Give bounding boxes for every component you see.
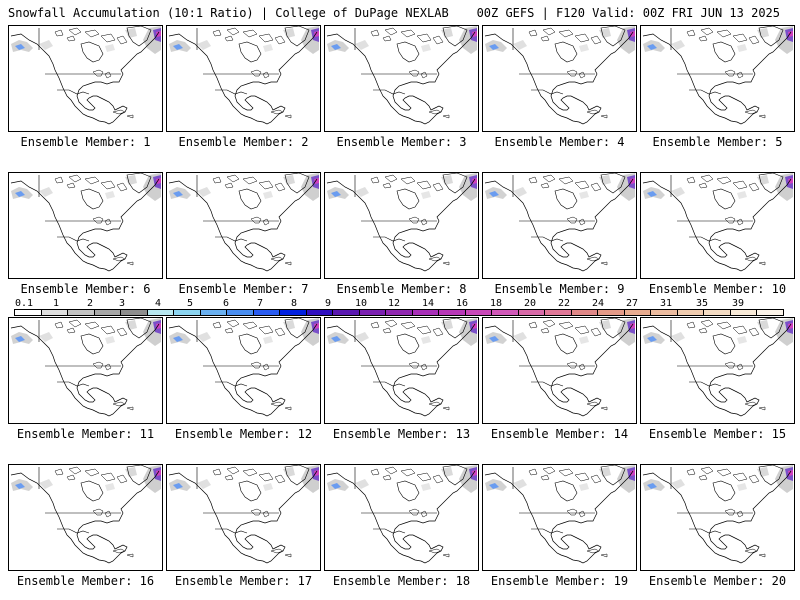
- colorbar-tick-label: 18: [489, 298, 503, 309]
- colorbar-swatch: [518, 310, 546, 315]
- colorbar-swatch: [15, 310, 42, 315]
- north-america-map: [640, 317, 795, 424]
- ensemble-member-label: Ensemble Member: 13: [332, 427, 471, 441]
- ensemble-member-label: Ensemble Member: 19: [490, 574, 629, 588]
- snowfall-colorbar: 0.1 1 2 3 4 5 6 7 8 9 10 12 14 16 18 20 22 24 27 31 35 39: [14, 298, 784, 318]
- ensemble-member-label: Ensemble Member: 6: [20, 282, 151, 296]
- ensemble-member-label: Ensemble Member: 5: [652, 135, 783, 149]
- ensemble-member-label: Ensemble Member: 11: [16, 427, 155, 441]
- colorbar-swatch: [412, 310, 440, 315]
- colorbar-swatch: [253, 310, 281, 315]
- map-title: Snowfall Accumulation (10:1 Ratio) | Col…: [8, 6, 449, 20]
- north-america-map: [166, 317, 321, 424]
- colorbar-swatch: [200, 310, 228, 315]
- north-america-map: [482, 25, 637, 132]
- colorbar-tick-label: 14: [421, 298, 435, 309]
- ensemble-member-label: Ensemble Member: 18: [332, 574, 471, 588]
- north-america-map: [8, 464, 163, 571]
- colorbar-tick-label: 39: [731, 298, 745, 309]
- colorbar-tick-label: 12: [387, 298, 401, 309]
- north-america-map: [166, 25, 321, 132]
- colorbar-tick-label: 9: [324, 298, 332, 309]
- colorbar-swatch: [492, 310, 519, 315]
- colorbar-swatch: [386, 310, 413, 315]
- colorbar-tick-label: 3: [118, 298, 126, 309]
- colorbar-tick-label: 24: [591, 298, 605, 309]
- north-america-map: [482, 464, 637, 571]
- north-america-map: [8, 172, 163, 279]
- north-america-map: [640, 25, 795, 132]
- ensemble-member-label: Ensemble Member: 9: [494, 282, 625, 296]
- colorbar-tick-label: 6: [222, 298, 230, 309]
- north-america-map: [482, 172, 637, 279]
- colorbar-tick-label: 27: [625, 298, 639, 309]
- colorbar-swatch: [41, 310, 69, 315]
- ensemble-member-label: Ensemble Member: 16: [16, 574, 155, 588]
- ensemble-member-label: Ensemble Member: 12: [174, 427, 313, 441]
- colorbar-tick-label: 8: [290, 298, 298, 309]
- ensemble-member-label: Ensemble Member: 2: [178, 135, 309, 149]
- north-america-map: [482, 317, 637, 424]
- colorbar-swatch: [651, 310, 678, 315]
- colorbar-tick-label: 16: [455, 298, 469, 309]
- north-america-map: [640, 464, 795, 571]
- colorbar-tick-label: 22: [557, 298, 571, 309]
- colorbar-tick-label: 35: [695, 298, 709, 309]
- colorbar-swatch: [439, 310, 466, 315]
- ensemble-member-label: Ensemble Member: 17: [174, 574, 313, 588]
- colorbar-swatch: [704, 310, 731, 315]
- ensemble-member-label: Ensemble Member: 20: [648, 574, 787, 588]
- ensemble-member-label: Ensemble Member: 7: [178, 282, 309, 296]
- colorbar-swatch: [306, 310, 334, 315]
- colorbar-swatch: [571, 310, 599, 315]
- colorbar-tick-label: 5: [186, 298, 194, 309]
- north-america-map: [166, 464, 321, 571]
- colorbar-swatch: [280, 310, 307, 315]
- colorbar-swatch: [465, 310, 493, 315]
- colorbar-tick-label: 1: [52, 298, 60, 309]
- colorbar-swatch: [677, 310, 705, 315]
- north-america-map: [324, 317, 479, 424]
- ensemble-member-label: Ensemble Member: 4: [494, 135, 625, 149]
- colorbar-tick-label: 0.1: [14, 298, 34, 309]
- north-america-map: [8, 25, 163, 132]
- colorbar-tick-label: 2: [86, 298, 94, 309]
- colorbar-tick-label: 31: [659, 298, 673, 309]
- colorbar-swatch: [333, 310, 360, 315]
- colorbar-tick-label: 10: [354, 298, 368, 309]
- ensemble-member-label: Ensemble Member: 10: [648, 282, 787, 296]
- north-america-map: [324, 172, 479, 279]
- colorbar-swatch: [598, 310, 625, 315]
- colorbar-swatch: [121, 310, 148, 315]
- ensemble-member-label: Ensemble Member: 3: [336, 135, 467, 149]
- north-america-map: [324, 464, 479, 571]
- colorbar-swatch: [94, 310, 122, 315]
- colorbar-tick-label: 7: [256, 298, 264, 309]
- colorbar-swatch: [545, 310, 572, 315]
- colorbar-tick-label: 20: [523, 298, 537, 309]
- north-america-map: [8, 317, 163, 424]
- ensemble-member-label: Ensemble Member: 1: [20, 135, 151, 149]
- colorbar-swatch: [359, 310, 387, 315]
- colorbar-swatch: [624, 310, 652, 315]
- colorbar-swatch: [174, 310, 201, 315]
- ensemble-member-label: Ensemble Member: 15: [648, 427, 787, 441]
- colorbar-swatch: [68, 310, 95, 315]
- colorbar-swatch: [227, 310, 254, 315]
- north-america-map: [324, 25, 479, 132]
- run-valid-time: 00Z GEFS | F120 Valid: 00Z FRI JUN 13 20…: [476, 6, 780, 20]
- north-america-map: [640, 172, 795, 279]
- colorbar-swatch: [757, 310, 783, 315]
- ensemble-member-label: Ensemble Member: 8: [336, 282, 467, 296]
- colorbar-swatch: [147, 310, 175, 315]
- colorbar-swatch: [730, 310, 758, 315]
- ensemble-member-label: Ensemble Member: 14: [490, 427, 629, 441]
- north-america-map: [166, 172, 321, 279]
- colorbar-tick-label: 4: [154, 298, 162, 309]
- colorbar-swatches: [14, 309, 784, 316]
